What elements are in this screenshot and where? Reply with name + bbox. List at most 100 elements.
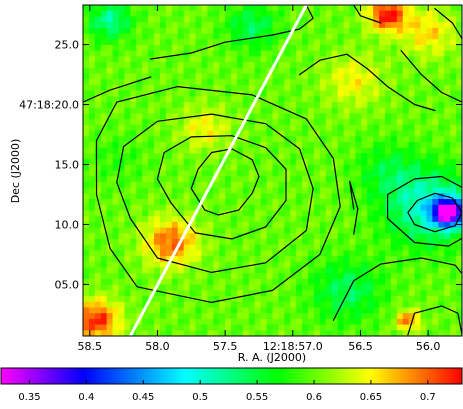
heatmap-pixel [361,50,368,57]
heatmap-pixel [396,141,404,149]
heatmap-pixel [231,296,238,303]
heatmap-pixel [148,119,155,126]
heatmap-pixel [165,273,173,280]
heatmap-pixel [414,119,422,126]
heatmap-pixel [177,113,185,120]
heatmap-pixel [278,181,285,189]
heatmap-pixel [379,16,386,23]
heatmap-pixel [438,62,445,69]
heatmap-pixel [231,204,238,212]
heatmap-pixel [337,170,345,177]
heatmap-pixel [343,33,351,40]
heatmap-pixel [373,62,380,69]
heatmap-pixel [171,324,179,331]
heatmap-pixel [414,199,422,206]
heatmap-pixel [349,50,356,57]
heatmap-pixel [171,67,179,75]
heatmap-pixel [450,33,457,40]
heatmap-pixel [367,44,374,52]
heatmap-pixel [236,199,244,206]
heatmap-pixel [231,164,238,172]
heatmap-pixel [272,153,280,160]
heatmap-pixel [159,244,167,251]
heatmap-pixel [296,313,303,320]
heatmap-pixel [290,170,297,177]
heatmap-pixel [136,330,143,336]
heatmap-pixel [450,153,457,160]
heatmap-pixel [130,233,137,240]
heatmap-pixel [385,250,392,257]
heatmap-pixel [118,170,126,177]
heatmap-pixel [308,50,315,57]
heatmap-pixel [124,73,131,80]
heatmap-pixel [272,147,280,154]
heatmap-pixel [325,113,333,120]
contour-line [150,5,314,60]
heatmap-pixel [177,107,185,115]
heatmap-pixel [83,124,90,132]
heatmap-pixel [438,313,445,320]
heatmap-pixel [420,22,428,29]
contour-overlay [83,5,462,336]
heatmap-pixel [272,159,280,166]
heatmap-pixel [213,210,220,217]
heatmap-pixel [349,102,356,109]
heatmap-pixel [414,221,422,229]
heatmap-pixel [361,256,368,263]
heatmap-pixel [444,330,451,336]
heatmap-pixel [278,238,285,246]
x-axis-ticks: 58.5 58.0 57.5 12:18:57.0 56.5 56.0 [78,5,440,353]
heatmap-pixel [183,124,191,132]
heatmap-pixel [201,50,208,57]
heatmap-pixel [183,244,191,251]
heatmap-pixel [319,10,327,18]
heatmap-pixel [284,84,291,92]
heatmap-pixel [242,244,250,251]
heatmap-pixel [438,107,445,115]
heatmap-pixel [236,227,244,234]
heatmap-pixel [296,113,303,120]
heatmap-pixel [201,244,208,251]
heatmap-pixel [272,33,280,40]
heatmap-pixel [106,227,114,234]
heatmap-pixel [207,113,214,120]
heatmap-pixel [165,221,173,229]
heatmap-pixel [272,318,280,326]
heatmap-pixel [254,256,262,263]
heatmap-pixel [290,210,297,217]
heatmap-pixel [349,307,356,314]
heatmap-pixel [302,96,309,103]
heatmap-pixel [290,107,297,115]
heatmap-pixel [201,199,208,206]
heatmap-pixel [355,313,362,320]
heatmap-pixel [159,176,167,183]
heatmap-pixel [171,22,179,29]
heatmap-pixel [231,318,238,326]
heatmap-pixel [242,136,250,143]
heatmap-pixel [83,296,90,303]
heatmap-pixel [414,273,422,280]
heatmap-pixel [130,113,137,120]
heatmap-pixel [207,301,214,309]
heatmap-pixel [189,244,197,251]
heatmap-pixel [236,113,244,120]
heatmap-pixel [385,267,392,274]
heatmap-pixel [159,33,167,40]
heatmap-pixel [373,27,380,35]
heatmap-pixel [337,176,345,183]
heatmap-pixel [278,147,285,154]
heatmap-pixel [124,5,131,12]
heatmap-pixel [337,136,345,143]
heatmap-pixel [373,193,380,200]
heatmap-pixel [331,50,339,57]
heatmap-pixel [236,39,244,46]
heatmap-pixel [420,313,428,320]
heatmap-pixel [154,221,161,229]
heatmap-pixel [278,256,285,263]
heatmap-pixel [100,147,108,154]
heatmap-pixel [130,290,137,297]
heatmap-pixel [456,227,462,234]
heatmap-pixel [367,261,374,269]
heatmap-pixel [337,273,345,280]
heatmap-pixel [118,102,126,109]
